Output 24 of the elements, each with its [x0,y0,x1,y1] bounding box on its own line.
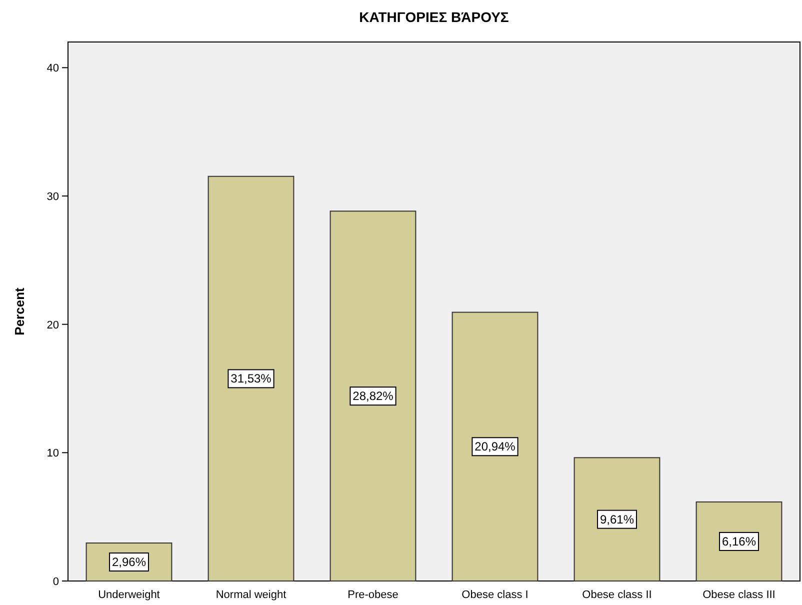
y-tick-label: 0 [52,576,59,588]
x-tick-label: Obese class II [582,589,652,601]
data-label: 2,96% [112,555,146,570]
y-tick-label: 10 [46,448,59,460]
x-tick-label: Pre-obese [348,589,398,601]
data-label: 28,82% [352,389,394,404]
y-tick-label: 30 [46,191,59,203]
bar [208,176,294,582]
x-tick-label: Normal weight [216,589,286,601]
y-tick-label: 40 [46,62,59,75]
bar [696,501,782,582]
data-label: 6,16% [722,534,756,548]
data-label: 20,94% [474,440,516,454]
chart-title: ΚΑΤΗΓΟΡΙΕΣ ΒΆΡΟΥΣ [359,9,509,25]
bar [452,312,538,582]
bar [330,210,416,582]
y-tick-label: 20 [46,319,59,332]
x-tick-label: Obese class III [702,589,776,601]
x-tick-label: Underweight [98,589,160,601]
x-tick-label: Obese class I [462,589,528,601]
y-axis-title: Percent [12,286,27,336]
data-label: 9,61% [600,512,634,526]
data-label: 31,53% [230,372,272,386]
bar [574,457,660,582]
